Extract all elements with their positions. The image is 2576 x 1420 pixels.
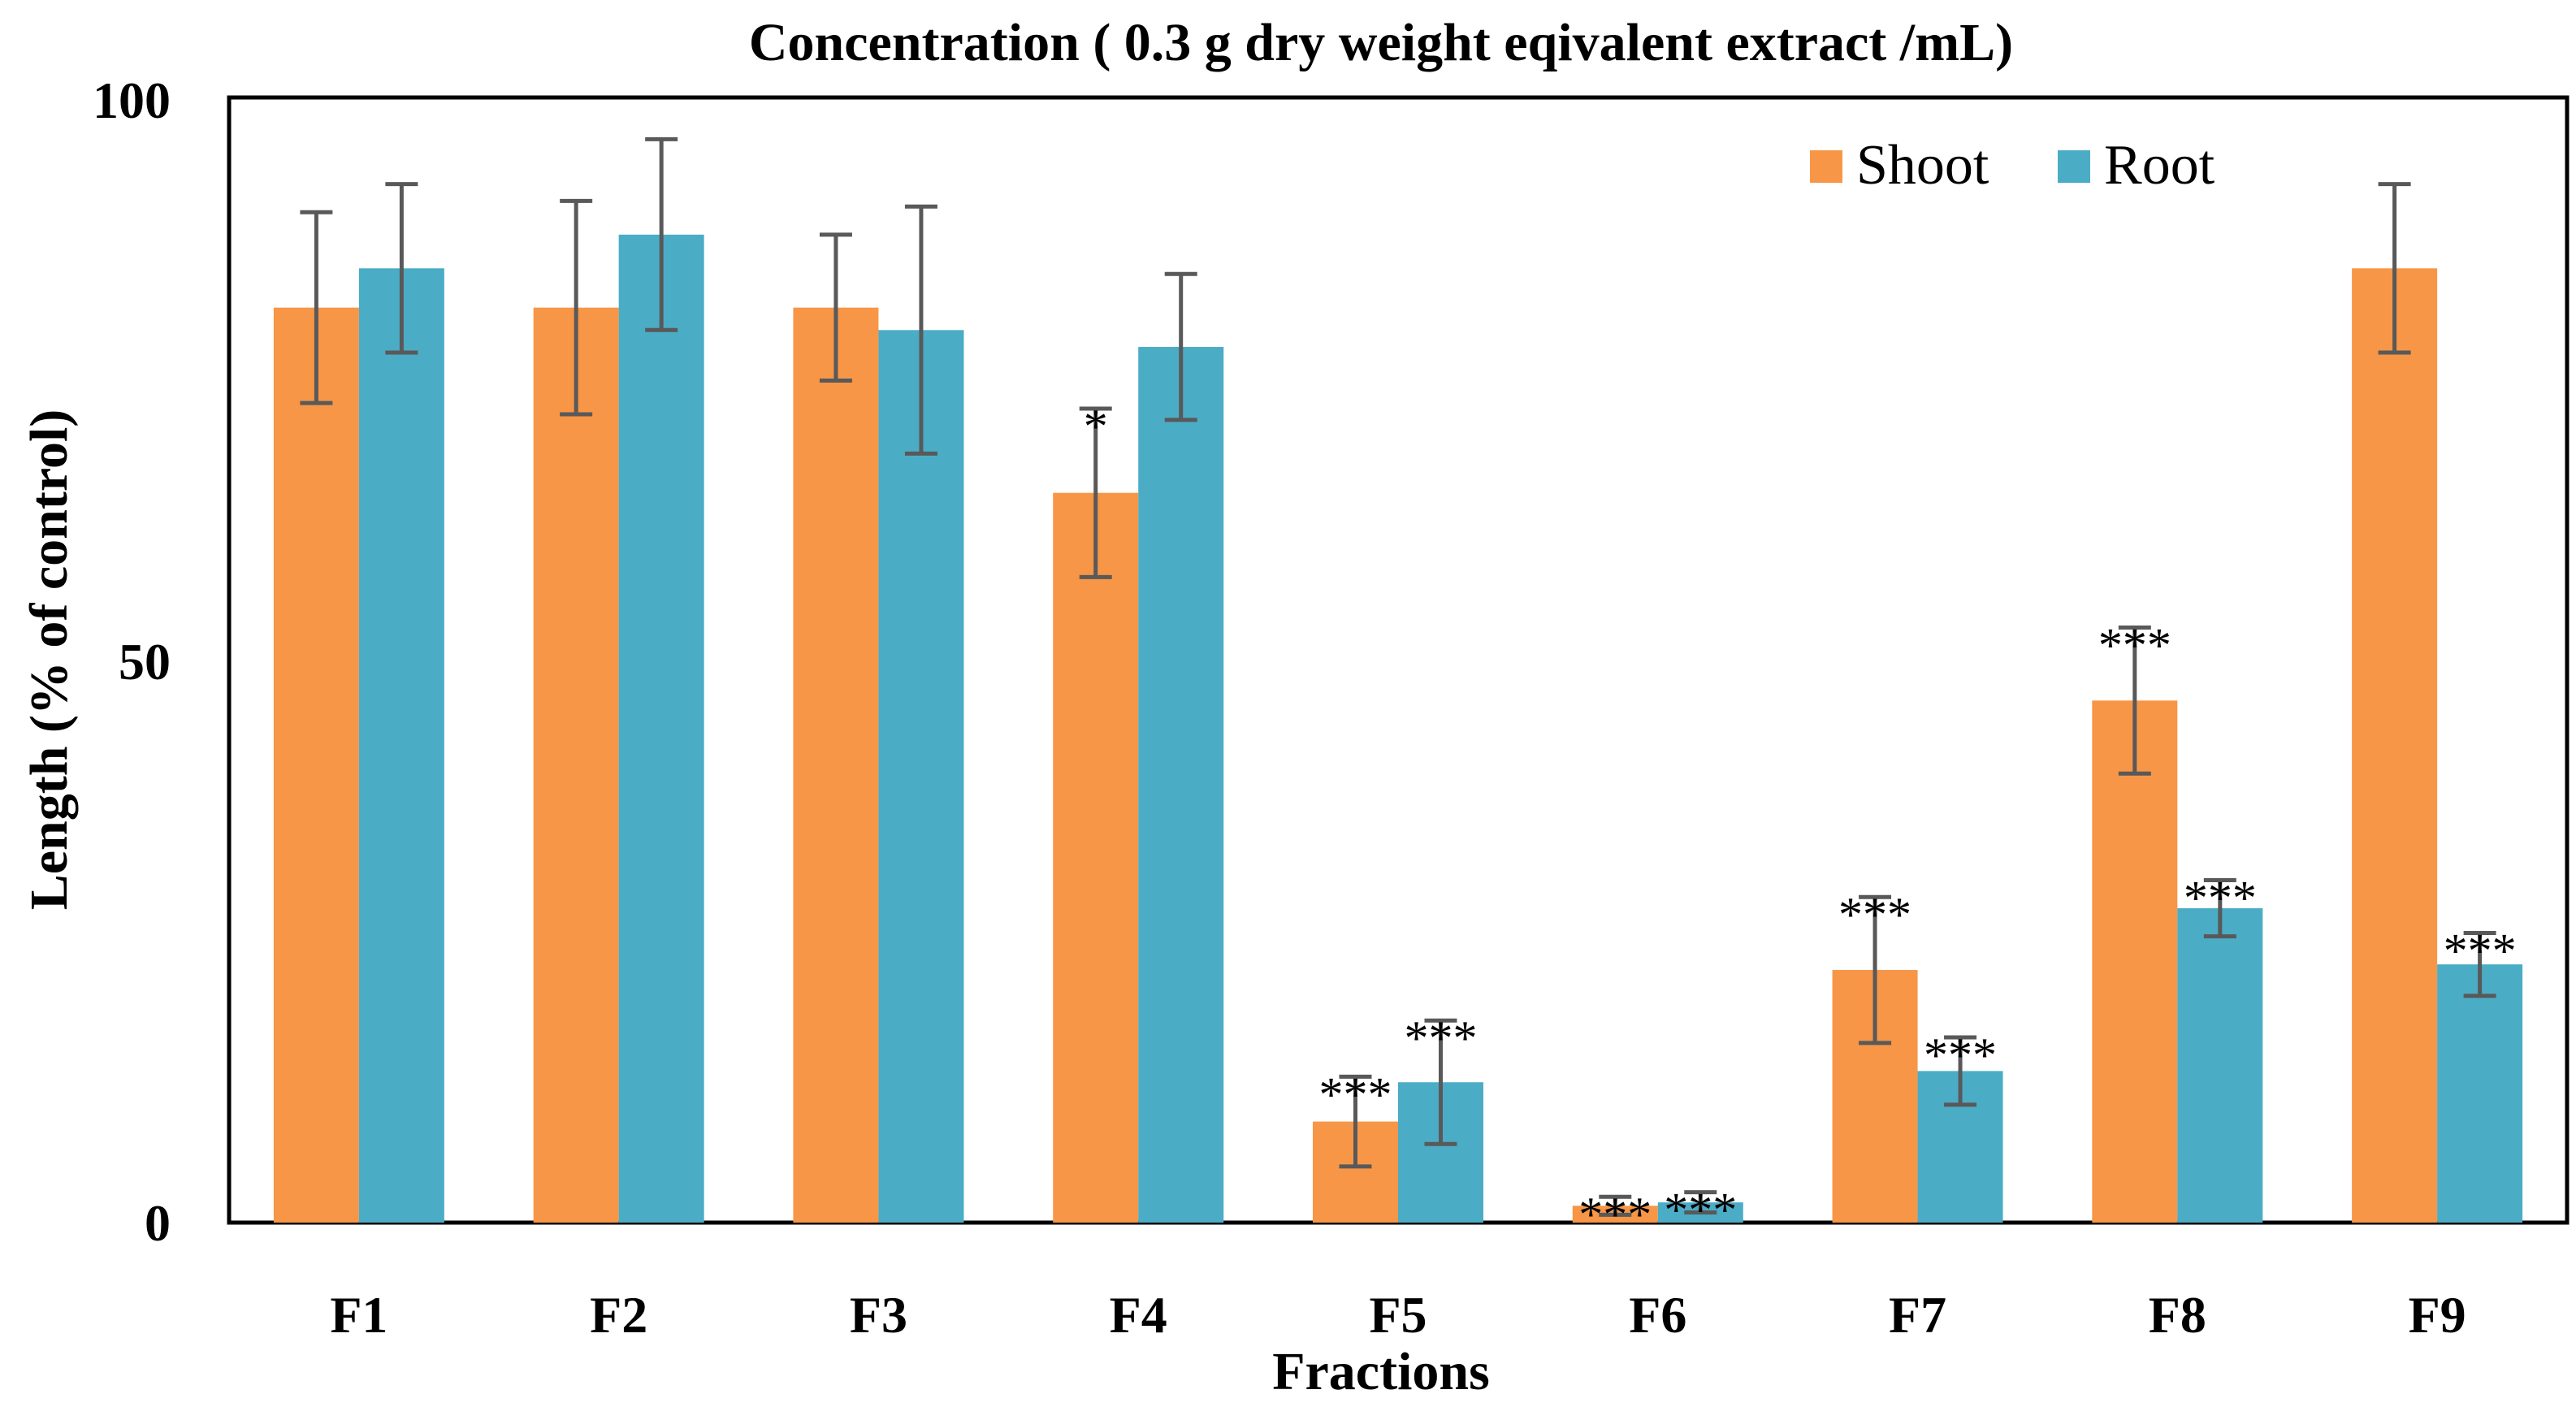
significance-shoot-f6: *** — [1578, 1188, 1652, 1241]
error-bar-root-f1 — [385, 182, 418, 355]
x-tick-label-f2: F2 — [590, 1286, 647, 1344]
y-axis-label: Length (% of control) — [19, 409, 79, 911]
bar-shoot-f4 — [1053, 492, 1139, 1223]
x-tick-label-f6: F6 — [1629, 1286, 1686, 1344]
significance-root-f7: *** — [1924, 1028, 1997, 1082]
x-axis-label: Fractions — [1272, 1342, 1490, 1401]
significance-root-f8: *** — [2184, 871, 2257, 924]
significance-shoot-f4: * — [1084, 400, 1108, 453]
y-tick-label-100: 100 — [93, 71, 171, 129]
error-bar-root-f5 — [1424, 1018, 1457, 1146]
error-bar-root-f7 — [1944, 1035, 1977, 1107]
bar-root-f2 — [618, 234, 704, 1223]
error-bar-shoot-f3 — [819, 232, 852, 383]
bar-root-f9 — [2437, 964, 2523, 1223]
x-tick-label-f8: F8 — [2149, 1286, 2206, 1344]
significance-shoot-f5: *** — [1319, 1067, 1392, 1121]
significance-shoot-f7: *** — [1838, 888, 1911, 942]
error-bar-shoot-f5 — [1339, 1074, 1372, 1169]
significance-annotations: ********** ****************** — [1084, 400, 2517, 1241]
error-bar-root-f9 — [2463, 930, 2496, 998]
y-tick-label-0: 0 — [145, 1194, 171, 1252]
x-axis-ticks: F1 F2 F3 F4 F5 F6 F7 F8 F9 — [330, 1286, 2466, 1344]
y-tick-label-50: 50 — [119, 633, 171, 691]
bar-root-f3 — [878, 330, 964, 1223]
error-bar-shoot-f6 — [1599, 1194, 1632, 1217]
error-bar-root-f8 — [2203, 877, 2236, 939]
legend-swatch-shoot — [1810, 150, 1842, 183]
bar-root-f1 — [358, 268, 444, 1223]
error-bar-root-f3 — [904, 204, 937, 456]
significance-shoot-f8: *** — [2098, 619, 2171, 673]
bars-layer — [273, 234, 2523, 1223]
error-bar-shoot-f2 — [560, 198, 593, 417]
bar-shoot-f9 — [2352, 268, 2438, 1223]
error-bar-root-f4 — [1164, 271, 1197, 422]
error-bar-root-f2 — [645, 136, 678, 332]
legend-label-root: Root — [2104, 134, 2215, 197]
x-tick-label-f1: F1 — [330, 1286, 387, 1344]
x-tick-label-f7: F7 — [1889, 1286, 1946, 1344]
chart-title: Concentration ( 0.3 g dry weight eqivale… — [749, 13, 2013, 72]
legend: Shoot Root — [1810, 134, 2215, 197]
bar-shoot-f8 — [2092, 700, 2178, 1223]
significance-root-f6: *** — [1664, 1184, 1737, 1237]
y-axis-ticks: 0 50 100 — [93, 71, 171, 1252]
bar-shoot-f2 — [533, 307, 619, 1223]
x-tick-label-f5: F5 — [1369, 1286, 1427, 1344]
legend-swatch-root — [2058, 150, 2090, 183]
error-bar-shoot-f7 — [1859, 894, 1892, 1046]
x-tick-label-f9: F9 — [2409, 1286, 2466, 1344]
error-bar-root-f6 — [1684, 1190, 1717, 1215]
significance-root-f9: *** — [2444, 924, 2517, 977]
error-bars-layer — [300, 136, 2496, 1217]
error-bar-shoot-f1 — [300, 210, 333, 405]
significance-root-f5: *** — [1405, 1011, 1478, 1065]
x-tick-label-f3: F3 — [850, 1286, 907, 1344]
bar-root-f4 — [1138, 347, 1224, 1223]
bar-shoot-f3 — [793, 307, 879, 1223]
legend-label-shoot: Shoot — [1856, 134, 1989, 197]
x-tick-label-f4: F4 — [1110, 1286, 1167, 1344]
error-bar-shoot-f9 — [2378, 182, 2411, 355]
bar-shoot-f1 — [273, 307, 359, 1223]
error-bar-shoot-f8 — [2118, 626, 2151, 776]
error-bar-shoot-f4 — [1079, 406, 1112, 579]
bar-root-f8 — [2177, 908, 2263, 1223]
